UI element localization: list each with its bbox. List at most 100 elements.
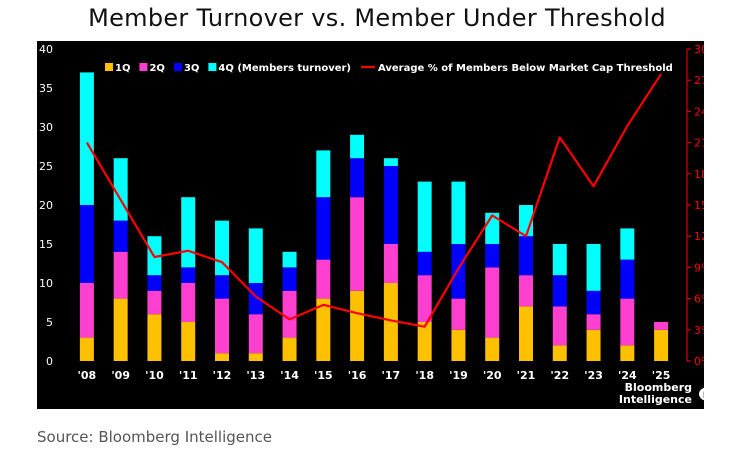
legend-label-q2: 2Q bbox=[149, 63, 164, 74]
right-axis-tick-label: 15% bbox=[694, 199, 704, 212]
legend-swatch-q3 bbox=[173, 63, 182, 71]
left-axis-tick-label: 30 bbox=[39, 121, 53, 134]
bar-segment-q1 bbox=[147, 314, 162, 361]
legend-label-q3: 3Q bbox=[184, 63, 199, 74]
left-axis-tick-label: 20 bbox=[39, 199, 53, 212]
right-axis-tick-label: 9% bbox=[694, 261, 704, 274]
bar-segment-q2 bbox=[519, 275, 533, 307]
left-axis-tick-label: 15 bbox=[39, 238, 53, 251]
bar-segment-q4 bbox=[552, 244, 567, 276]
bar-segment-q1 bbox=[552, 345, 567, 361]
bar-segment-q3 bbox=[620, 259, 635, 299]
left-axis-tick-label: 25 bbox=[39, 160, 53, 173]
bar-segment-q2 bbox=[248, 314, 263, 354]
bar-segment-q2 bbox=[282, 290, 297, 338]
bar-segment-q4 bbox=[451, 181, 466, 244]
x-axis-tick-label: '15 bbox=[314, 369, 333, 382]
bar-segment-q1 bbox=[181, 322, 196, 361]
bar-segment-q1 bbox=[654, 329, 669, 361]
bar-segment-q3 bbox=[485, 244, 500, 268]
bar-segment-q4 bbox=[79, 72, 94, 206]
left-axis-tick-label: 35 bbox=[39, 82, 53, 95]
source-note: Source: Bloomberg Intelligence bbox=[37, 428, 272, 446]
bar-segment-q1 bbox=[79, 337, 94, 361]
bar-segment-q2 bbox=[215, 298, 229, 354]
bar-segment-q1 bbox=[383, 283, 398, 361]
bar-segment-q2 bbox=[383, 244, 398, 283]
x-axis-tick-label: '19 bbox=[449, 369, 468, 382]
bar-segment-q4 bbox=[248, 228, 263, 283]
bar-segment-q1 bbox=[215, 353, 229, 361]
x-axis-tick-label: '10 bbox=[145, 369, 164, 382]
right-axis-tick-label: 21% bbox=[694, 137, 704, 150]
bar-segment-q3 bbox=[147, 275, 162, 291]
bar-segment-q4 bbox=[181, 197, 196, 268]
right-axis-tick-label: 24% bbox=[694, 105, 704, 118]
x-axis-tick-label: '16 bbox=[348, 369, 367, 382]
bar-segment-q3 bbox=[282, 267, 297, 291]
bar-segment-q3 bbox=[552, 275, 567, 307]
legend-swatch-q1 bbox=[105, 63, 113, 71]
left-axis-tick-label: 0 bbox=[46, 355, 53, 368]
right-axis-tick-label: 12% bbox=[694, 230, 704, 243]
bar-segment-q3 bbox=[248, 283, 263, 315]
bar-segment-q2 bbox=[316, 259, 331, 299]
bar-segment-q2 bbox=[113, 251, 128, 299]
bar-segment-q3 bbox=[519, 236, 533, 276]
bar-segment-q3 bbox=[451, 244, 466, 299]
x-axis-tick-label: '21 bbox=[517, 369, 536, 382]
x-axis-tick-label: '23 bbox=[584, 369, 603, 382]
x-axis-tick-label: '08 bbox=[78, 369, 97, 382]
chart-title: Member Turnover vs. Member Under Thresho… bbox=[88, 4, 666, 32]
bar-segment-q2 bbox=[147, 290, 162, 315]
legend-label-line: Average % of Members Below Market Cap Th… bbox=[378, 63, 673, 74]
bar-segment-q2 bbox=[552, 306, 567, 346]
x-axis-tick-label: '11 bbox=[179, 369, 198, 382]
x-axis-tick-label: '22 bbox=[550, 369, 569, 382]
left-axis-tick-label: 10 bbox=[39, 277, 53, 290]
bar-segment-q2 bbox=[586, 314, 601, 330]
bar-segment-q1 bbox=[316, 298, 331, 361]
bar-segment-q1 bbox=[519, 306, 533, 361]
bar-segment-q1 bbox=[417, 322, 432, 361]
brand-badge-label: BI bbox=[703, 391, 704, 401]
right-axis-tick-label: 3% bbox=[694, 324, 704, 337]
legend-label-q1: 1Q bbox=[115, 63, 130, 74]
legend-swatch-q2 bbox=[139, 63, 148, 71]
bar-segment-q3 bbox=[586, 290, 601, 315]
bar-segment-q4 bbox=[417, 181, 432, 252]
bar-segment-q3 bbox=[113, 220, 128, 252]
bar-segment-q1 bbox=[485, 337, 500, 361]
bar-segment-q2 bbox=[654, 322, 669, 330]
bar-segment-q2 bbox=[620, 298, 635, 346]
legend-label-q4: 4Q (Members turnover) bbox=[218, 63, 351, 74]
bar-segment-q2 bbox=[417, 275, 432, 322]
bar-segment-q3 bbox=[417, 251, 432, 276]
left-axis-tick-label: 40 bbox=[39, 43, 53, 56]
chart-svg: 0 5 10 15 20 25 30 35 40 0% 3% 6% 9% 12% 15% 18% 21% 24% 2… bbox=[39, 43, 718, 406]
x-axis-tick-label: '13 bbox=[246, 369, 265, 382]
bar-segment-q4 bbox=[383, 158, 398, 166]
bar-segment-q4 bbox=[586, 244, 601, 291]
bar-segment-q3 bbox=[215, 275, 229, 299]
bar-segment-q3 bbox=[79, 205, 94, 283]
x-axis-tick-label: '20 bbox=[483, 369, 502, 382]
bar-segment-q3 bbox=[181, 267, 196, 283]
brand-logo-line1: Bloomberg bbox=[625, 381, 692, 394]
right-axis-tick-label: 18% bbox=[694, 168, 704, 181]
right-axis-tick-label: 30% bbox=[694, 43, 704, 56]
line-series-average-below-threshold bbox=[85, 73, 663, 328]
bar-segment-q4 bbox=[350, 134, 365, 159]
x-axis-tick-label: '18 bbox=[415, 369, 434, 382]
legend-swatch-q4 bbox=[208, 63, 217, 71]
brand-logo-line2: Intelligence bbox=[619, 393, 692, 406]
x-axis-tick-label: '25 bbox=[652, 369, 671, 382]
x-axis-tick-label: '14 bbox=[280, 369, 299, 382]
bar-segment-q2 bbox=[181, 283, 196, 322]
bar-segment-q2 bbox=[79, 283, 94, 338]
bar-segment-q1 bbox=[113, 298, 128, 361]
bar-segment-q1 bbox=[620, 345, 635, 361]
bar-segment-q4 bbox=[282, 251, 297, 268]
bar-segment-q4 bbox=[620, 228, 635, 260]
right-axis-tick-label: 27% bbox=[694, 74, 704, 87]
